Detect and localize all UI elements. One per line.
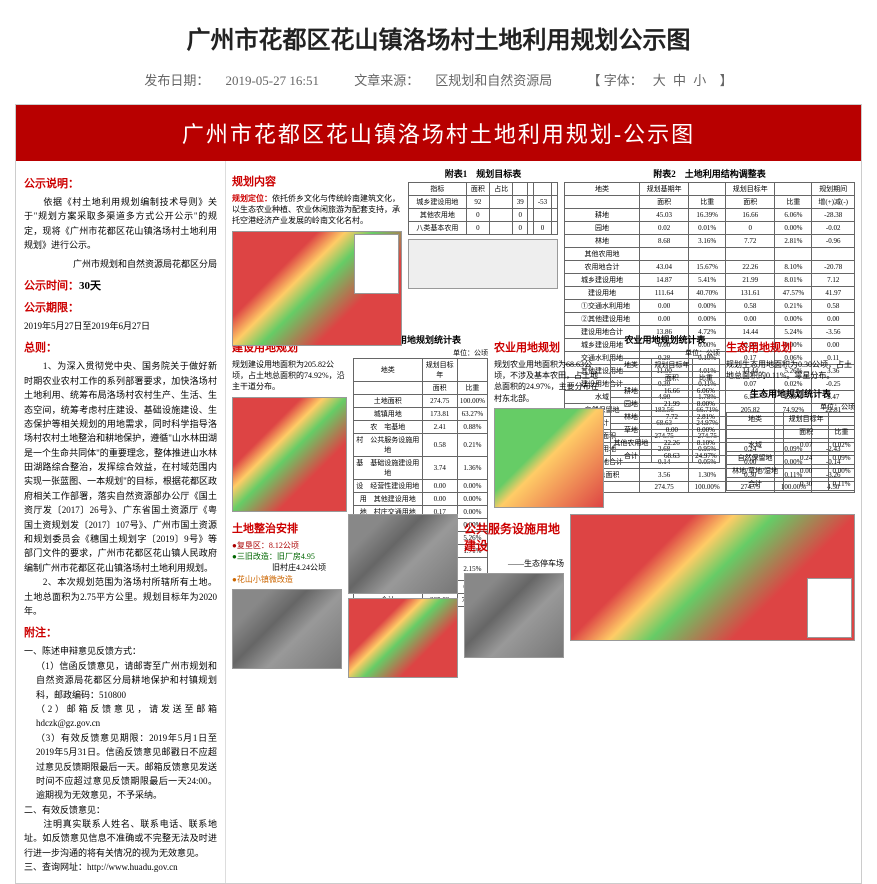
construction-map	[232, 397, 347, 512]
general-title: 总则：	[24, 339, 217, 355]
t4-unit: 单位：公顷	[610, 348, 720, 358]
table-1: 指标面积占比城乡建设用地9239-53其他农用地00八类基本农用000	[408, 182, 558, 235]
map-legend	[354, 234, 399, 294]
consol-map	[348, 598, 458, 678]
meta-row: 发布日期：2019-05-27 16:51 文章来源：区规划和自然资源局 【 字…	[0, 70, 877, 104]
font-mid-link[interactable]: 中	[673, 73, 686, 88]
poster-banner: 广州市花都区花山镇洛场村土地利用规划-公示图	[16, 105, 861, 161]
poster: 广州市花都区花山镇洛场村土地利用规划-公示图 公示说明： 依据《村土地利用规划编…	[15, 104, 862, 884]
deadline-title: 公示期限：	[24, 299, 217, 315]
main-map	[232, 231, 402, 346]
t3-unit: 单位：公顷	[353, 348, 488, 358]
t5-title: 生态用地规划统计表	[726, 387, 855, 400]
notice-title: 公示说明：	[24, 175, 217, 191]
app-1: 一、陈述申辩意见反馈方式：	[24, 644, 217, 658]
public-map	[570, 514, 855, 641]
general-1: 1、为深入贯彻党中央、国务院关于做好新时期农业农村工作的系列部署要求，加快洛场村…	[24, 359, 217, 575]
app-2: 二、有效反馈意见：	[24, 803, 217, 817]
locator-map	[408, 239, 558, 289]
consol-1: ●复垦区：8.12公顷	[232, 540, 342, 551]
public-legend	[807, 578, 852, 638]
position: 规划定位：依托侨乡文化与传统岭南建筑文化，以生态农业种植、农业休闲旅游为配套支持…	[232, 193, 402, 227]
t5-unit: 单位：公顷	[726, 402, 855, 412]
general-2: 2、本次规划范围为洛场村所辖所有土地。土地总面积为2.75平方公里。规划目标年为…	[24, 575, 217, 618]
consol-title: 土地整治安排	[232, 520, 342, 536]
consol-aerial-1	[232, 589, 342, 669]
consol-aerial-2	[348, 514, 458, 594]
plan-content-title: 规划内容	[232, 173, 402, 189]
page-title: 广州市花都区花山镇洛场村土地利用规划公示图	[0, 0, 877, 70]
t1-title: 附表1 规划目标表	[408, 167, 558, 180]
public-title: 公共服务设施用地建设	[464, 520, 564, 554]
consol-4: ●花山小镇微改造	[232, 574, 342, 585]
source: 文章来源：区规划和自然资源局	[346, 73, 560, 88]
eco-title: 生态用地规划	[726, 339, 855, 355]
deadline: 2019年5月27日至2019年6月27日	[24, 319, 217, 333]
public-sub: ——生态停车场	[464, 558, 564, 569]
appendix-title: 附注：	[24, 624, 217, 640]
app-1-2: （2）邮箱反馈意见，请发送至邮箱hdczk@gz.gov.cn	[24, 702, 217, 731]
app-1-1: （1）信函反馈意见，请邮寄至广州市规划和自然资源局花都区分局耕地保护和村镇规划科…	[24, 659, 217, 702]
t4-title: 农业用地规划统计表	[610, 333, 720, 346]
right-column: 规划内容 规划定位：依托侨乡文化与传统岭南建筑文化，以生态农业种植、农业休闲旅游…	[226, 161, 861, 883]
period-title: 公示时间：30天	[24, 277, 217, 293]
signature: 广州市规划和自然资源局花都区分局	[24, 257, 217, 271]
font-size-control: 【 字体：大 中 小 】	[580, 73, 741, 88]
notice-body: 依据《村土地利用规划编制技术导则》关于"规划方案采取多渠道多方式公开公示"的规定…	[24, 195, 217, 253]
font-small-link[interactable]: 小	[693, 73, 706, 88]
agri-title: 农业用地规划	[494, 339, 604, 355]
publish-date: 发布日期：2019-05-27 16:51	[136, 73, 327, 88]
app-3: 三、查询网址：http://www.huadu.gov.cn	[24, 860, 217, 874]
consol-3: 旧村庄4.24公顷	[232, 562, 342, 573]
eco-body: 规划生态用地面积为0.30公顷，占土地总面积的0.11%。零星分布。	[726, 359, 855, 381]
t2-title: 附表2 土地利用结构调整表	[564, 167, 855, 180]
app-2-1: 注明真实联系人姓名、联系电话、联系地址。如反馈意见信息不准确或不完整无法及时进行…	[24, 817, 217, 860]
left-column: 公示说明： 依据《村土地利用规划编制技术导则》关于"规划方案采取多渠道多方式公开…	[16, 161, 226, 883]
construction-body: 规划建设用地面积为205.82公顷，占土地总面积的74.92%，沿主干道分布。	[232, 359, 347, 393]
agri-map	[494, 408, 604, 508]
table-4: 地类规划目标年面积比重耕地16.666.06%园地21.998.00%林地7.7…	[610, 358, 720, 463]
app-1-3: （3）有效反馈意见期限：2019年5月1日至2019年5月31日。信函反馈意见邮…	[24, 731, 217, 803]
font-large-link[interactable]: 大	[653, 73, 666, 88]
consol-2: ●三旧改造：旧厂房4.95	[232, 551, 342, 562]
public-aerial	[464, 573, 564, 658]
table-5: 地类规划目标年面积比重水域0.070.02%自然保留地0.240.09%林地/草…	[726, 412, 855, 491]
agri-body: 规划农业用地面积为68.63公顷，不涉及基本农田，占土地总面积的24.97%，主…	[494, 359, 604, 404]
